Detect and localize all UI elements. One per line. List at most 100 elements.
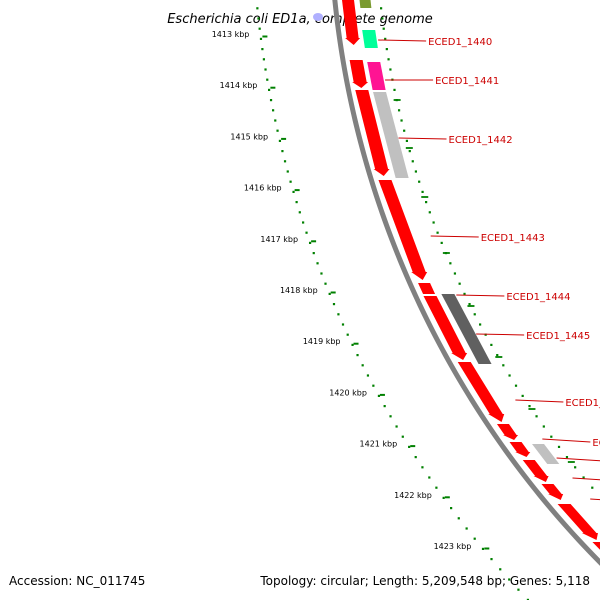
gene-label-leader <box>456 294 505 297</box>
inner-guide-dot <box>473 313 476 316</box>
inner-guide-dot <box>382 27 385 30</box>
inner-guide-dot <box>453 272 457 275</box>
outer-guide-dot <box>395 425 398 428</box>
gene-label-leader <box>398 137 447 140</box>
outer-guide-dot <box>269 99 273 102</box>
inner-guide-dot <box>591 486 594 489</box>
gene-ecedl-1445-arrow <box>423 296 468 360</box>
gene-label: ECED1_1443 <box>481 233 545 244</box>
outer-guide-dot <box>481 547 485 550</box>
inner-guide-dot <box>432 221 435 224</box>
inner-guide-dot <box>574 466 577 469</box>
outer-guide-dot <box>389 415 392 418</box>
outer-guide-dot <box>408 445 411 448</box>
outer-guide-dot <box>298 211 301 214</box>
gene-label-leader <box>430 235 479 238</box>
kbp-tick-label: 1421 kbp <box>360 440 398 449</box>
outer-guide-dot <box>266 78 269 81</box>
inner-guide-dot <box>508 374 511 377</box>
gene-label: ECED1_1441 <box>435 76 499 87</box>
inner-guide-dot <box>397 109 401 112</box>
outer-guide-dot <box>421 466 424 469</box>
gene-ecedl-1441-arrow <box>349 60 369 88</box>
topology-text: Topology: circular; Length: 5,209,548 bp… <box>260 574 590 588</box>
inner-guide-dot <box>449 262 452 265</box>
gene-label-leader <box>556 457 600 462</box>
gene-ecedl-1443-arrow <box>378 180 428 280</box>
outer-guide-dot <box>435 486 438 489</box>
outer-guide-dot <box>383 405 386 408</box>
inner-guide-dot <box>381 17 384 20</box>
gene-features <box>313 0 600 550</box>
inner-guide-dot <box>502 364 505 367</box>
gene-label: ECED1_1446 <box>565 398 600 409</box>
gene-grey-box <box>373 92 409 178</box>
kbp-ticks: 1413 kbp 1414 kbp 1415 kbp 1416 kbp 1417 kbp… <box>212 30 490 551</box>
inner-guide-dot <box>484 333 487 336</box>
gene-label-leader <box>378 39 427 42</box>
outer-guide-dot <box>259 37 263 40</box>
gene-label-leader <box>515 399 564 403</box>
outer-guide-dot <box>372 384 375 387</box>
outer-guide-dot <box>257 17 260 20</box>
inner-guide-dot <box>405 139 409 142</box>
kbp-tick-label: 1422 kbp <box>394 491 432 500</box>
outer-guide-dot <box>292 190 295 193</box>
outer-guide-dot <box>262 58 266 61</box>
gene-label: ECED1_1445 <box>526 331 590 342</box>
gene-label: ECED1_1447 <box>592 438 600 449</box>
gene-ecedl-1451-arrow <box>557 504 598 540</box>
outer-guide-dot <box>414 456 417 459</box>
inner-guide-dot <box>428 211 431 214</box>
gene-green-box <box>362 30 378 48</box>
outer-guide-dot <box>428 476 431 479</box>
inner-guide-dot <box>479 323 482 326</box>
kbp-tick-label: 1413 kbp <box>212 30 250 39</box>
kbp-tick-label: 1416 kbp <box>244 184 282 193</box>
outer-guide-dot <box>490 558 493 561</box>
gene-next-arrow <box>592 542 600 550</box>
outer-guide-dot <box>361 364 364 367</box>
outer-guide-dot <box>302 221 305 224</box>
outer-guide-dot <box>465 527 468 530</box>
inner-guide-dot <box>565 456 569 459</box>
gene-ecedl-1440-arrow <box>342 0 361 45</box>
outer-guide-dot <box>289 180 292 183</box>
gene-ecedl-1448-arrow <box>509 442 531 457</box>
outer-guide-dot <box>278 139 282 142</box>
outer-guide-dot <box>346 333 349 336</box>
inner-guide-dot <box>418 180 421 183</box>
outer-guide-dot <box>442 496 445 499</box>
outer-guide-dot <box>457 517 460 520</box>
outer-guide-dot <box>526 598 530 600</box>
inner-guide-dot <box>408 150 411 153</box>
outer-guide-dot <box>316 262 319 265</box>
outer-guide-dot <box>401 435 404 438</box>
kbp-tick-label: 1419 kbp <box>303 337 341 346</box>
gene-ecedl-1450-arrow <box>541 484 564 500</box>
outer-guide-dot <box>366 374 370 377</box>
gene-label: ECED1_1440 <box>428 37 492 48</box>
outer-guide-dot <box>328 292 331 295</box>
inner-guide-dot <box>384 37 387 40</box>
outer-guide-dot <box>499 568 502 571</box>
gene-dark-box <box>441 294 492 364</box>
outer-guide-dot <box>332 303 336 306</box>
gene-ecedl-1447-arrow <box>496 424 519 440</box>
outer-guide-dot <box>517 588 520 591</box>
inner-guide-dot <box>468 303 471 306</box>
outer-guide-dot <box>450 507 453 510</box>
inner-guide-dot <box>490 343 493 346</box>
outer-guide-dot <box>264 68 267 71</box>
kbp-tick-label: 1417 kbp <box>260 235 298 244</box>
inner-guide-dot <box>403 129 406 132</box>
inner-guide-dot <box>463 292 466 295</box>
gene-label-leader <box>572 477 600 481</box>
gene-ecedl-1444-arrow <box>418 283 436 294</box>
gene-labels: ECED1_1440 ECED1_1441 ECED1_1442 ECED1_1443… <box>378 37 600 501</box>
kbp-tick-label: 1414 kbp <box>220 81 258 90</box>
inner-guide-dot <box>557 445 561 448</box>
kbp-tick-label: 1420 kbp <box>329 388 367 397</box>
outer-guide-dot <box>267 88 271 91</box>
inner-guide-dot <box>440 241 443 244</box>
